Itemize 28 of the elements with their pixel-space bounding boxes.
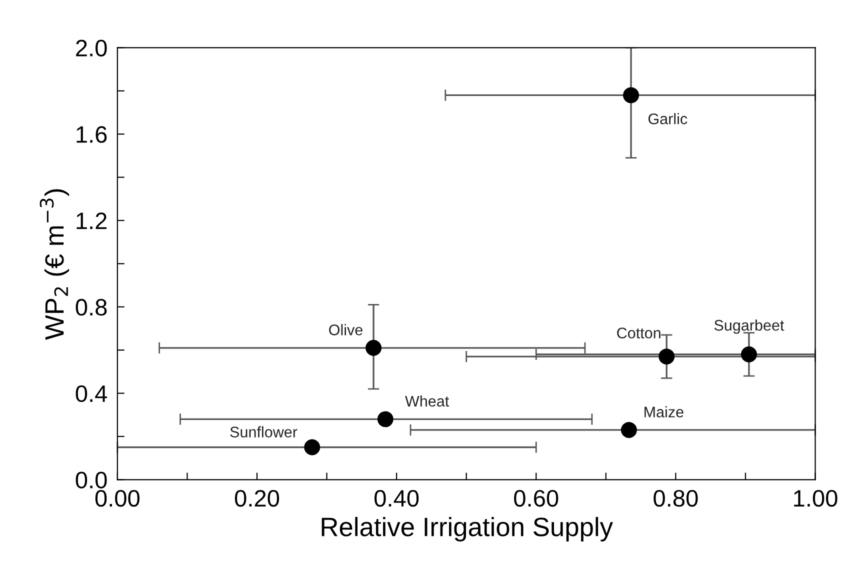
annotation: Wheat bbox=[405, 395, 450, 407]
point bbox=[366, 340, 382, 356]
annotation: Maize bbox=[644, 406, 684, 418]
y-tick-label: 1.6 bbox=[76, 126, 107, 143]
y-tick-label: 0.4 bbox=[76, 385, 108, 402]
annotation: Sugarbeet bbox=[714, 319, 784, 334]
x-tick-label: 0.20 bbox=[234, 490, 280, 507]
x-tick-label: 1.00 bbox=[794, 490, 838, 507]
y-tick-label: 1.2 bbox=[76, 212, 107, 230]
y-tick-label: 2.0 bbox=[76, 40, 107, 56]
x-tick-label: 0.40 bbox=[374, 490, 419, 507]
annotation: Olive bbox=[329, 324, 362, 336]
y-axis-title: WP$_{2}$ (€ m$^{−3}$) bbox=[40, 189, 70, 340]
point bbox=[304, 439, 320, 456]
annotation: Sunflower bbox=[230, 426, 298, 438]
point bbox=[620, 422, 637, 438]
y-tick-label: 0.0 bbox=[76, 472, 107, 488]
x-tick-label: 0.60 bbox=[514, 490, 558, 507]
x-axis-title: Relative Irrigation Supply bbox=[322, 516, 613, 542]
point bbox=[740, 346, 757, 362]
point bbox=[658, 348, 675, 365]
point bbox=[377, 411, 394, 428]
y-tick-label: 0.8 bbox=[76, 298, 107, 316]
x-tick-label: 0.80 bbox=[654, 490, 698, 507]
annotation: Garlic bbox=[648, 113, 688, 124]
text: 0.00 bbox=[95, 490, 140, 507]
point bbox=[623, 87, 640, 104]
annotation: Cotton bbox=[617, 328, 660, 338]
